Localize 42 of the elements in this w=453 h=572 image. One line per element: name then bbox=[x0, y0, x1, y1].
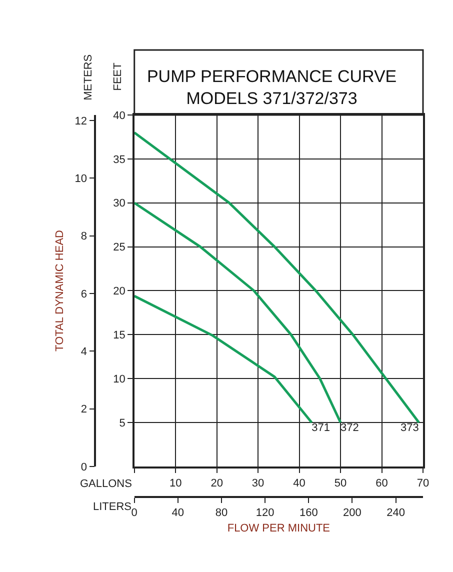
x2-tick-label: 240 bbox=[386, 506, 405, 519]
series-label: 373 bbox=[400, 422, 419, 434]
y2-tick-label: 20 bbox=[113, 286, 126, 298]
text: FEET bbox=[112, 62, 124, 91]
x-axis-title: FLOW PER MINUTE bbox=[227, 522, 330, 535]
y-tick-label: 2 bbox=[80, 404, 88, 416]
y2-tick-label: 30 bbox=[113, 198, 126, 210]
y2-tick-label: 15 bbox=[113, 330, 126, 342]
chart-title: PUMP PERFORMANCE CURVE MODELS 371/372/373 bbox=[146, 66, 397, 108]
x2-tick-label: 200 bbox=[343, 506, 362, 519]
y-tick-label: 0 bbox=[80, 461, 88, 474]
y2-tick-label: 10 bbox=[113, 373, 126, 386]
y-tick-label: 8 bbox=[80, 230, 88, 243]
x-tick-label: 60 bbox=[376, 477, 388, 490]
x-tick-label: 20 bbox=[210, 477, 223, 490]
y-tick-label: 12 bbox=[74, 115, 88, 128]
line-series bbox=[134, 131, 420, 424]
y2-tick-label: 35 bbox=[113, 154, 126, 166]
y-tick-label: 4 bbox=[80, 346, 88, 358]
y2-tick-label: 40 bbox=[113, 110, 126, 122]
x2-tick-label: 120 bbox=[256, 506, 274, 519]
x-tick-label: 40 bbox=[293, 477, 306, 490]
x-tick-label: 30 bbox=[252, 477, 264, 490]
series-label: 371 bbox=[312, 422, 330, 434]
text: GALLONS bbox=[80, 478, 132, 490]
y-tick-label: 6 bbox=[80, 288, 88, 300]
y2-tick-label: 25 bbox=[113, 242, 126, 254]
x2-tick-label: 80 bbox=[215, 506, 228, 519]
line-series bbox=[134, 202, 342, 424]
series-label: 372 bbox=[340, 422, 359, 434]
y2-tick-label: 5 bbox=[119, 417, 126, 430]
x2-tick-label: 0 bbox=[131, 506, 138, 519]
x-tick-label: 50 bbox=[334, 477, 347, 490]
text: METERS bbox=[82, 54, 95, 100]
y-axis-title: TOTAL DYNAMIC HEAD bbox=[54, 230, 66, 352]
y-tick-label: 10 bbox=[74, 172, 88, 185]
x2-tick-label: 40 bbox=[172, 506, 184, 519]
x-tick-label: 70 bbox=[416, 477, 430, 490]
x-tick-label: 10 bbox=[169, 477, 182, 490]
text: LITERS bbox=[93, 501, 132, 513]
line-series bbox=[134, 294, 313, 424]
x2-tick-label: 160 bbox=[299, 506, 318, 519]
